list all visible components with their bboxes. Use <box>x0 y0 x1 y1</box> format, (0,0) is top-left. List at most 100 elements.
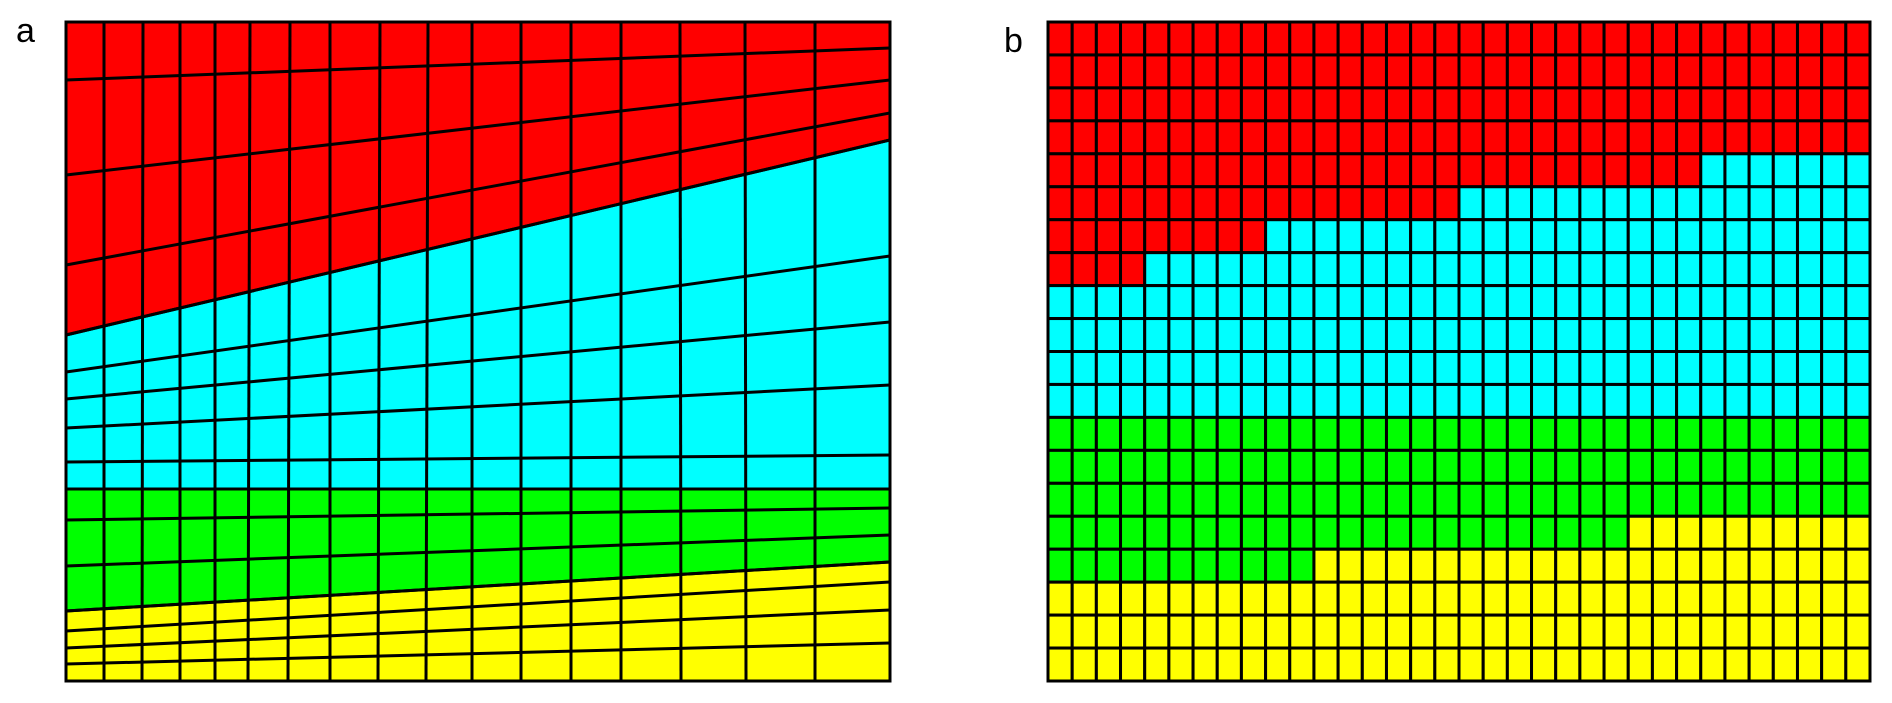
panel-b-cell-red <box>1215 185 1243 222</box>
panel-b-cell-yellow <box>1119 580 1147 617</box>
panel-b-cell-red <box>1360 20 1388 57</box>
panel-b-cell-yellow <box>1119 646 1147 683</box>
panel-b-cell-green <box>1191 547 1219 584</box>
panel-b-cell-cyan <box>1409 251 1437 288</box>
panel-b-cell-red <box>1602 119 1630 156</box>
panel-b-cell-cyan <box>1360 382 1388 419</box>
panel-b-cell-cyan <box>1820 382 1848 419</box>
panel-b-cell-cyan <box>1554 284 1582 321</box>
panel-b-cell-yellow <box>1820 646 1848 683</box>
panel-b-cell-red <box>1409 152 1437 189</box>
panel-b-cell-cyan <box>1336 284 1364 321</box>
panel-a-mesh-column-line <box>678 21 683 682</box>
panel-b-cell-green <box>1795 415 1824 452</box>
panel-b-cell-cyan <box>1264 218 1292 255</box>
panel-b-cell-yellow <box>1360 646 1388 683</box>
panel-b-cell-red <box>1384 20 1413 57</box>
panel-b-cell-cyan <box>1602 284 1630 321</box>
panel-b-cell-red <box>1675 119 1703 156</box>
panel-b-cell-red <box>1820 119 1848 156</box>
panel-b-cell-red <box>1505 119 1534 156</box>
panel-b-cell-green <box>1143 415 1171 452</box>
panel-b-cell-yellow <box>1675 613 1703 650</box>
panel-b-cell-cyan <box>1143 350 1171 386</box>
panel-b-cell-green <box>1215 514 1243 551</box>
panel-b-cell-cyan <box>1384 317 1413 353</box>
panel-b-cell-red <box>1191 152 1219 189</box>
panel-b-cell-green <box>1602 448 1630 485</box>
panel-b-cell-red <box>1191 86 1219 123</box>
panel-b-cell-red <box>1312 20 1340 57</box>
panel-b-cell-red <box>1457 53 1485 90</box>
panel-b-cell-yellow <box>1505 547 1534 584</box>
panel-b-cell-red <box>1094 86 1123 123</box>
panel-b-cell-yellow <box>1505 580 1534 617</box>
panel-b-cell-yellow <box>1795 646 1824 683</box>
panel-b-cell-cyan <box>1046 284 1074 321</box>
panel-b-cell-cyan <box>1530 284 1558 321</box>
panel-b-cell-cyan <box>1191 251 1219 288</box>
panel-b-cell-cyan <box>1771 251 1799 288</box>
panel-b-cell-yellow <box>1844 613 1872 650</box>
panel-b-cell-yellow <box>1264 580 1292 617</box>
panel-b-cell-green <box>1143 514 1171 551</box>
panel-b-cell-yellow <box>1844 580 1872 617</box>
panel-b-cell-red <box>1046 53 1074 90</box>
panel-b-cell-yellow <box>1191 646 1219 683</box>
panel-b-cell-cyan <box>1481 284 1509 321</box>
panel-b-cell-green <box>1094 415 1123 452</box>
panel-b-cell-cyan <box>1602 350 1630 386</box>
panel-b-cell-cyan <box>1771 152 1799 189</box>
panel-b-cell-yellow <box>1481 613 1509 650</box>
panel-b-cell-green <box>1119 514 1147 551</box>
panel-b-cell-green <box>1167 514 1195 551</box>
panel-b-cell-cyan <box>1844 185 1872 222</box>
panel-b-cell-yellow <box>1626 547 1654 584</box>
panel-b-cell-green <box>1070 481 1098 518</box>
panel-a-mesh-row-line <box>65 46 891 82</box>
panel-b-cell-green <box>1554 448 1582 485</box>
panel-b-cell-red <box>1433 53 1461 90</box>
panel-b-cell-green <box>1264 415 1292 452</box>
panel-b-cell-green <box>1288 481 1316 518</box>
panel-b-cell-red <box>1215 53 1243 90</box>
panel-b-cell-red <box>1820 20 1848 57</box>
panel-b-cell-cyan <box>1602 251 1630 288</box>
panel-b-cell-green <box>1312 415 1340 452</box>
panel-b-cell-cyan <box>1795 218 1824 255</box>
panel-b-cell-red <box>1554 86 1582 123</box>
panel-b-cell-yellow <box>1409 580 1437 617</box>
panel-b-cell-cyan <box>1215 317 1243 353</box>
panel-b-frame <box>1046 20 1872 683</box>
panel-b-cell-cyan <box>1650 317 1679 353</box>
panel-b-cell-yellow <box>1675 580 1703 617</box>
panel-b-cell-yellow <box>1626 514 1654 551</box>
panel-b-cell-yellow <box>1360 547 1388 584</box>
panel-b-cell-yellow <box>1360 613 1388 650</box>
panel-b-cell-cyan <box>1747 218 1775 255</box>
panel-b-cell-yellow <box>1795 514 1824 551</box>
panel-b-cell-yellow <box>1094 580 1123 617</box>
panel-b-cell-yellow <box>1626 613 1654 650</box>
panel-b-cell-yellow <box>1191 580 1219 617</box>
panel-b-cell-green <box>1143 448 1171 485</box>
panel-b-cell-red <box>1675 53 1703 90</box>
panel-b-cell-yellow <box>1723 646 1751 683</box>
panel-b-cell-yellow <box>1481 547 1509 584</box>
panel-b-cell-green <box>1578 415 1606 452</box>
panel-b-cell-red <box>1070 152 1098 189</box>
panel-b-cell-red <box>1070 20 1098 57</box>
panel-b-cell-green <box>1844 481 1872 518</box>
panel-b-cell-green <box>1288 514 1316 551</box>
panel-b-cell-red <box>1239 53 1268 90</box>
panel-b-cell-green <box>1723 448 1751 485</box>
panel-b-cell-yellow <box>1675 547 1703 584</box>
panel-b-cell-yellow <box>1530 646 1558 683</box>
panel-b-cell-cyan <box>1675 185 1703 222</box>
panel-b-cell-red <box>1119 53 1147 90</box>
panel-b-cell-red <box>1602 86 1630 123</box>
panel-b-cell-green <box>1191 481 1219 518</box>
panel-b-cell-yellow <box>1578 547 1606 584</box>
panel-b-cell-cyan <box>1554 251 1582 288</box>
panel-b-cell-yellow <box>1409 646 1437 683</box>
